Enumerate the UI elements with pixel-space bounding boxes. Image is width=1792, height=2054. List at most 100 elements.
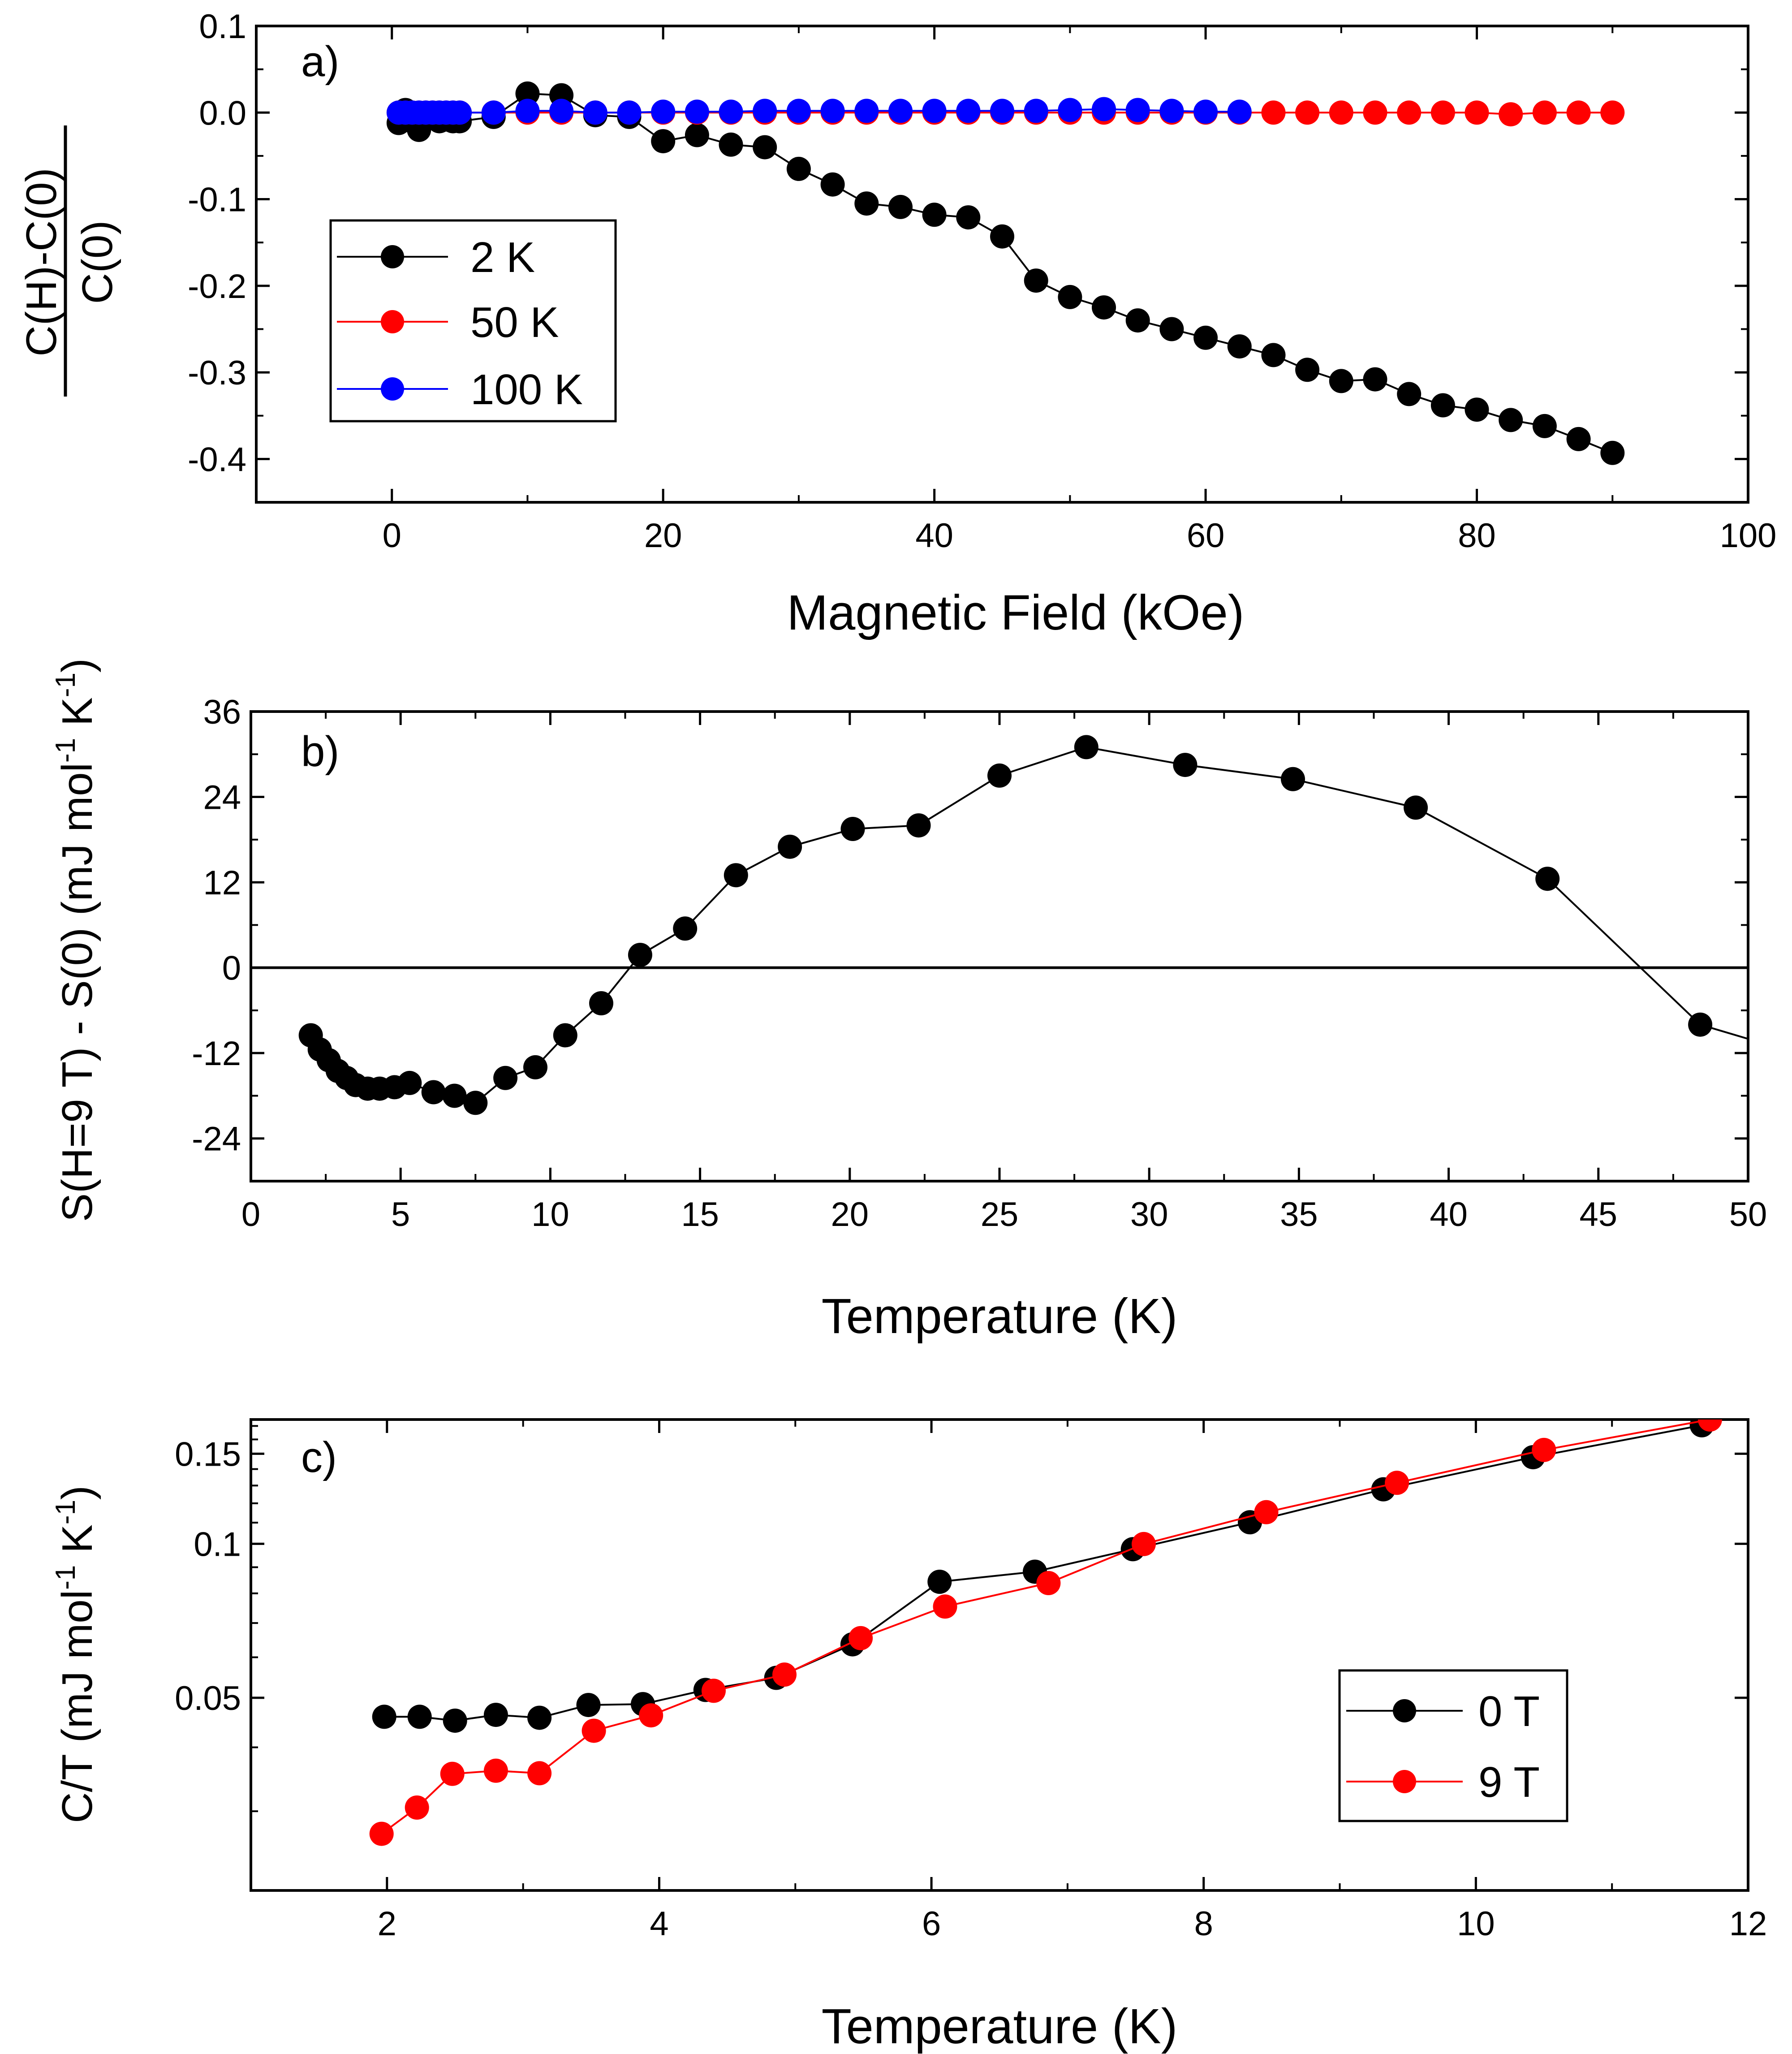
legend-2k-marker bbox=[381, 245, 404, 268]
data-point bbox=[582, 1718, 606, 1743]
data-point bbox=[1295, 100, 1320, 125]
data-point bbox=[617, 100, 642, 125]
panel-c-y-title-sup2: -1 bbox=[50, 1500, 81, 1524]
panel-b-x-tick-label: 20 bbox=[831, 1195, 869, 1234]
data-point bbox=[1227, 334, 1252, 359]
data-point bbox=[702, 1679, 726, 1703]
data-point bbox=[1058, 98, 1082, 122]
data-point bbox=[772, 1662, 797, 1687]
data-point bbox=[481, 100, 506, 125]
series-line bbox=[310, 746, 1748, 1104]
data-point bbox=[407, 1704, 432, 1729]
panel-a-series-100k bbox=[386, 97, 1252, 125]
legend-0t-marker bbox=[1393, 1699, 1416, 1722]
data-point bbox=[1465, 100, 1489, 125]
data-point bbox=[1092, 295, 1116, 320]
data-point bbox=[990, 99, 1014, 123]
panel-c-label: c) bbox=[301, 1433, 337, 1481]
data-point bbox=[421, 1080, 446, 1105]
data-point bbox=[1261, 100, 1286, 125]
panel-b-x-tick-label: 5 bbox=[391, 1195, 410, 1234]
data-point bbox=[1430, 393, 1455, 418]
data-point bbox=[786, 156, 811, 181]
panel-c-y-title-main: C/T (mJ mol bbox=[53, 1590, 101, 1823]
data-point bbox=[405, 1795, 429, 1820]
data-point bbox=[1058, 285, 1082, 309]
panel-a-y-axis-title: C(H)-C(0) C(0) bbox=[17, 125, 121, 397]
data-point bbox=[854, 191, 879, 216]
data-point bbox=[673, 916, 698, 941]
panel-b-x-tick-label: 25 bbox=[981, 1195, 1019, 1234]
data-point bbox=[1261, 343, 1286, 367]
panel-b-y-title-close: ) bbox=[53, 658, 101, 673]
data-point bbox=[990, 224, 1014, 249]
panel-b-x-tick-label: 15 bbox=[681, 1195, 719, 1234]
data-point bbox=[1430, 100, 1455, 125]
panel-b-y-tick-label: 36 bbox=[203, 693, 241, 731]
data-point bbox=[1600, 440, 1625, 465]
panel-c-plot-frame bbox=[250, 1418, 1749, 1892]
panel-b-y-title-sup1: -1 bbox=[50, 738, 81, 763]
panel-b-x-tick-label: 35 bbox=[1280, 1195, 1318, 1234]
data-point bbox=[1329, 369, 1353, 393]
panel-a-x-tick-label: 100 bbox=[1720, 517, 1777, 555]
data-point bbox=[685, 99, 709, 124]
panel-b-chart: 0 5 10 15 20 25 30 35 40 45 50 36 24 12 0 -12 -24 b) Tem… bbox=[50, 658, 1767, 1344]
data-point bbox=[576, 1693, 601, 1717]
panel-c-y-tick-label: 0.15 bbox=[175, 1435, 241, 1473]
data-point bbox=[1074, 735, 1098, 759]
data-point bbox=[1024, 268, 1048, 293]
panel-c-y-title-k: K bbox=[53, 1524, 101, 1565]
panel-a-y-tick-label: 0.1 bbox=[199, 8, 246, 46]
panel-a-y-tick-label: -0.2 bbox=[188, 268, 246, 306]
panel-b-y-tick-label: 24 bbox=[203, 779, 241, 817]
panel-c-axes-group: 2 4 6 8 10 12 0.15 0.1 0.05 bbox=[175, 1420, 1767, 1943]
panel-a-x-tick-label: 20 bbox=[644, 517, 682, 555]
panel-b-y-tick-label: -12 bbox=[192, 1035, 241, 1073]
data-point bbox=[369, 1821, 394, 1846]
data-point bbox=[719, 99, 743, 124]
panel-a-axes-group: 0 20 40 60 80 100 0.1 0.0 -0.1 -0.2 -0.3 -0.4 bbox=[188, 8, 1776, 555]
data-point bbox=[1532, 414, 1557, 438]
data-point bbox=[1193, 325, 1218, 350]
data-point bbox=[753, 99, 777, 123]
data-point bbox=[1600, 100, 1625, 125]
data-point bbox=[448, 100, 472, 125]
panel-c-x-tick-label: 12 bbox=[1729, 1905, 1767, 1943]
panel-b-x-tick-label: 45 bbox=[1580, 1195, 1618, 1234]
panel-c-chart: 2 4 6 8 10 12 0.15 0.1 0.05 c) Temperature (K) C… bbox=[50, 1418, 1767, 2054]
data-point bbox=[549, 99, 574, 123]
panel-b-x-tick-label: 30 bbox=[1130, 1195, 1168, 1234]
data-point bbox=[1281, 767, 1305, 791]
data-point bbox=[1566, 427, 1591, 451]
data-point bbox=[515, 81, 540, 106]
data-point bbox=[820, 172, 845, 197]
data-point bbox=[849, 1626, 873, 1650]
panel-c-legend: 0 T 9 T bbox=[1338, 1669, 1568, 1822]
data-point bbox=[442, 1083, 467, 1108]
panel-c-y-tick-label: 0.05 bbox=[175, 1679, 241, 1717]
panel-c-x-tick-label: 6 bbox=[922, 1905, 941, 1943]
panel-c-y-title-sup1: -1 bbox=[50, 1565, 81, 1590]
panel-c-series-group bbox=[369, 1420, 1722, 1846]
panel-a-y-tick-label: -0.3 bbox=[188, 354, 246, 392]
data-point bbox=[1024, 99, 1048, 123]
panel-a-plot-frame bbox=[255, 25, 1749, 504]
legend-0t-label: 0 T bbox=[1478, 1687, 1540, 1735]
panel-a-y-tick-label: -0.4 bbox=[188, 440, 246, 479]
data-point bbox=[820, 99, 845, 123]
data-point bbox=[527, 1705, 552, 1730]
data-point bbox=[1092, 97, 1116, 121]
data-point bbox=[483, 1758, 508, 1783]
panel-b-x-tick-label: 10 bbox=[531, 1195, 569, 1234]
data-point bbox=[1159, 317, 1184, 341]
legend-50k-label: 50 K bbox=[470, 298, 559, 346]
data-point bbox=[933, 1594, 957, 1619]
panel-b-x-tick-label: 0 bbox=[241, 1195, 260, 1234]
data-point bbox=[1254, 1500, 1279, 1524]
data-point bbox=[1295, 358, 1320, 382]
data-point bbox=[515, 99, 540, 123]
data-point bbox=[523, 1055, 547, 1079]
data-point bbox=[493, 1066, 518, 1090]
data-point bbox=[1363, 100, 1387, 125]
